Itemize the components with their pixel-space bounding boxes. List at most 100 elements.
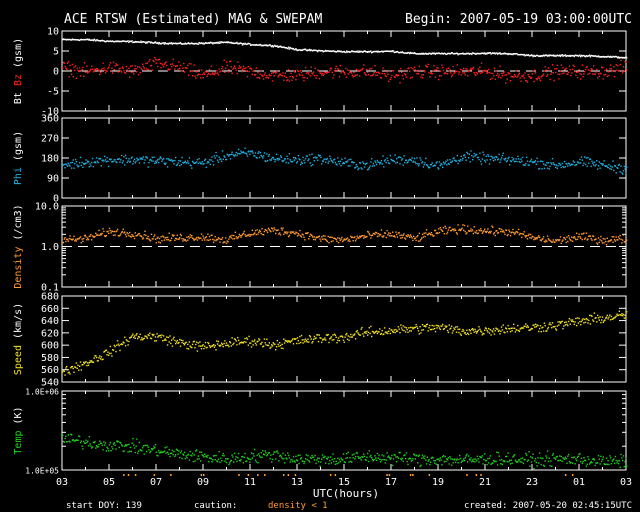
data-point [215,42,217,44]
data-point [361,69,363,71]
data-point [607,71,609,73]
density-caution-marker [564,474,567,476]
data-point [183,451,186,454]
data-point [558,78,560,80]
data-point [626,239,628,241]
data-point [345,457,347,460]
data-point [392,331,395,333]
data-point [517,228,520,231]
data-point [260,69,262,72]
data-point [72,76,74,78]
data-point [354,51,357,53]
data-point [178,42,180,45]
data-point [521,461,523,463]
data-point [547,162,550,164]
data-point [581,462,583,464]
data-point [208,72,210,75]
data-point [293,159,295,161]
data-point [549,78,551,81]
data-point [568,460,571,463]
data-point [457,162,459,165]
data-point [251,73,253,76]
data-point [475,460,478,462]
data-point [434,330,437,333]
data-point [124,444,127,446]
data-point [80,369,82,371]
data-point [333,237,335,239]
data-point [410,330,412,332]
data-point [272,46,274,48]
data-point [327,235,329,238]
data-point [590,165,592,168]
data-point [607,55,609,57]
data-point [327,50,329,52]
data-point [580,54,583,57]
data-point [330,50,333,53]
data-point [165,43,167,45]
data-point [96,360,99,362]
data-point [187,348,190,350]
data-point [170,42,173,44]
data-point [616,239,618,241]
data-point [213,455,216,457]
data-point [243,67,245,69]
data-point [291,161,293,163]
data-point [123,450,125,452]
data-point [466,68,468,70]
data-point [602,78,604,80]
data-point [329,158,332,160]
data-point [593,459,596,461]
data-point [224,241,226,243]
data-point [116,228,119,231]
data-point [424,235,426,238]
data-point [403,454,405,457]
data-point [417,70,419,73]
data-point [133,336,135,339]
data-point [82,240,84,242]
data-point [333,333,336,335]
data-point [64,65,66,68]
data-point [605,457,608,459]
data-point [333,158,336,160]
data-point [103,441,105,443]
data-point [119,234,121,237]
data-point [329,337,332,339]
data-point [121,231,124,233]
data-point [601,460,603,463]
data-point [104,40,106,43]
data-point [167,158,170,160]
data-point [292,75,294,78]
data-point [512,327,514,329]
data-point [592,458,594,460]
data-point [325,334,328,336]
data-point [457,54,459,56]
data-point [553,457,555,459]
data-point [363,235,366,237]
data-point [479,52,481,55]
data-point [89,360,91,362]
data-point [603,56,605,58]
data-point [243,341,245,343]
data-point [144,444,146,447]
data-point [347,451,349,454]
data-point [322,51,324,53]
data-point [225,461,228,464]
data-point [311,342,313,344]
data-point [400,458,402,460]
data-point [546,240,548,243]
data-point [358,75,361,77]
data-point [304,338,307,340]
data-point [220,344,222,346]
data-point [562,55,564,57]
data-point [379,51,381,53]
data-point [489,455,491,457]
data-point [325,50,328,52]
data-point [277,343,279,346]
data-point [349,336,351,338]
data-point [442,230,444,232]
data-point [170,65,173,68]
data-point [229,41,232,44]
data-point [214,72,216,74]
data-point [588,72,591,74]
data-point [120,233,122,235]
